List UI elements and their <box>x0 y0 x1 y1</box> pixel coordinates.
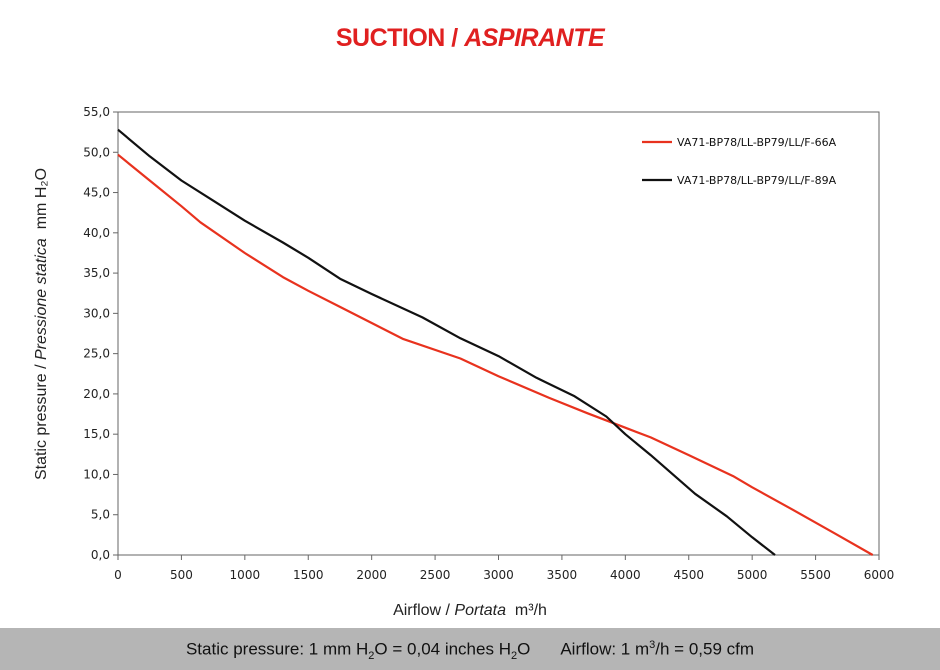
xlabel-main: Airflow / <box>393 602 455 619</box>
y-tick-label: 35,0 <box>83 266 110 280</box>
footer-pressure-sub2: 2 <box>510 650 518 663</box>
series-line-2 <box>117 128 776 556</box>
footer-airflow-end: /h = 0,59 cfm <box>655 639 755 659</box>
x-tick-label: 2500 <box>420 568 451 582</box>
y-tick-label: 25,0 <box>83 347 110 361</box>
chart-svg: 0,0 5,0 10,0 15,0 20,0 25,0 30,0 35,0 40,0 45,0 50… <box>83 105 894 582</box>
y-tick-label: 0,0 <box>91 548 110 562</box>
x-tick-label: 1000 <box>230 568 261 582</box>
y-tick-label: 45,0 <box>83 186 110 200</box>
chart-title: SUCTION / ASPIRANTE <box>0 24 940 53</box>
ylabel-unit: mm H₂O <box>33 167 50 230</box>
x-tick-label: 4000 <box>610 568 641 582</box>
y-axis-label: Static pressure / Pressione statica mm H… <box>33 124 51 524</box>
footer-pressure-prefix: Static pressure: 1 mm H <box>185 639 369 659</box>
legend: VA71-BP78/LL-BP79/LL/F-66A VA71-BP78/LL-B… <box>642 136 837 187</box>
x-tick-label: 2000 <box>356 568 387 582</box>
series-line-1 <box>117 153 874 556</box>
x-tick-label: 0 <box>114 568 122 582</box>
x-tick-label: 4500 <box>673 568 704 582</box>
x-tick-label: 500 <box>170 568 193 582</box>
y-tick-label: 20,0 <box>83 387 110 401</box>
y-tick-label: 40,0 <box>83 226 110 240</box>
y-tick-label: 30,0 <box>83 306 110 320</box>
y-axis-ticks: 0,0 5,0 10,0 15,0 20,0 25,0 30,0 35,0 40,0 45,0 50… <box>83 105 118 562</box>
x-tick-label: 1500 <box>293 568 324 582</box>
footer-pressure-mid: O = 0,04 inches H <box>374 639 511 659</box>
series-lines <box>117 128 874 556</box>
legend-label-2: VA71-BP78/LL-BP79/LL/F-89A <box>677 174 837 187</box>
x-tick-label: 5500 <box>800 568 831 582</box>
legend-label-1: VA71-BP78/LL-BP79/LL/F-66A <box>677 136 837 149</box>
x-tick-label: 5000 <box>737 568 768 582</box>
footer-airflow-prefix: Airflow: 1 m <box>560 639 650 659</box>
footer-pressure-sub1: 2 <box>368 650 375 663</box>
x-tick-label: 3000 <box>483 568 514 582</box>
xlabel-unit: m³/h <box>514 602 547 619</box>
x-tick-label: 6000 <box>864 568 895 582</box>
y-tick-label: 55,0 <box>83 105 110 119</box>
footer-text: Static pressure: 1 mm H2O = 0,04 inches … <box>0 639 940 662</box>
y-tick-label: 5,0 <box>91 508 110 522</box>
footer-pressure-end: O <box>517 639 531 659</box>
title-italic: ASPIRANTE <box>464 24 605 52</box>
ylabel-main: Static pressure / <box>33 360 50 481</box>
y-tick-label: 50,0 <box>83 145 110 159</box>
footer-airflow-sup: 3 <box>649 639 656 651</box>
xlabel-italic: Portata <box>454 602 507 619</box>
x-axis-label: Airflow / Portata m³/h <box>0 602 940 620</box>
footer-bar: Static pressure: 1 mm H2O = 0,04 inches … <box>0 628 940 670</box>
y-tick-label: 10,0 <box>83 467 110 481</box>
x-axis-ticks: 0 500 1000 1500 2000 2500 3000 3500 4000 4500 5000… <box>114 555 894 582</box>
title-main: SUCTION / <box>335 24 465 52</box>
y-tick-label: 15,0 <box>83 427 110 441</box>
x-tick-label: 3500 <box>547 568 578 582</box>
ylabel-italic: Pressione statica <box>33 238 50 360</box>
